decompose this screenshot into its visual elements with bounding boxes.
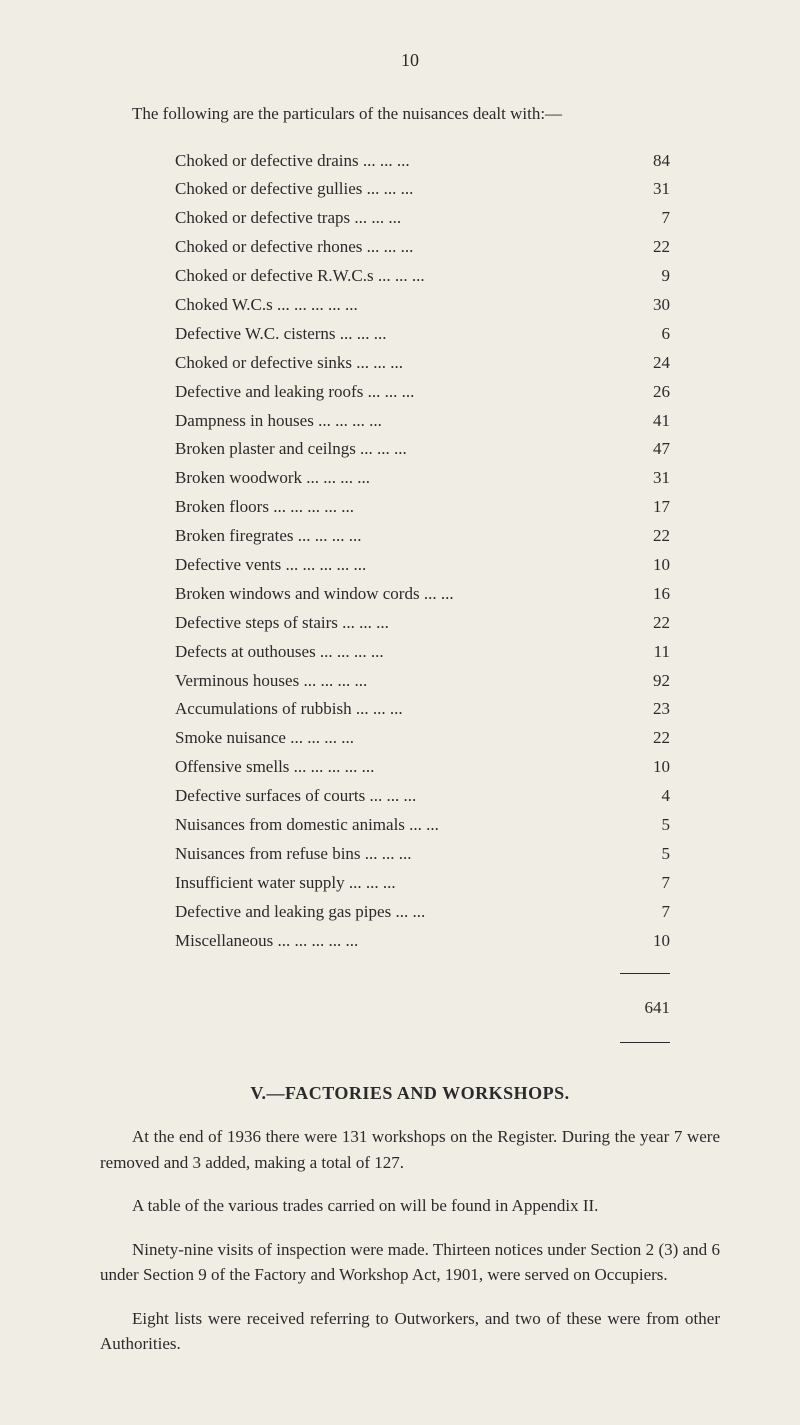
- item-value: 10: [620, 753, 670, 782]
- list-item: Choked or defective gullies ... ... ...3…: [100, 175, 720, 204]
- list-item: Choked or defective sinks ... ... ...24: [100, 349, 720, 378]
- item-label: Smoke nuisance ... ... ... ...: [175, 724, 620, 753]
- item-label: Verminous houses ... ... ... ...: [175, 667, 620, 696]
- item-label: Broken windows and window cords ... ...: [175, 580, 620, 609]
- list-item: Insufficient water supply ... ... ...7: [100, 869, 720, 898]
- nuisance-list: Choked or defective drains ... ... ...84…: [100, 147, 720, 956]
- list-item: Defective vents ... ... ... ... ...10: [100, 551, 720, 580]
- item-value: 23: [620, 695, 670, 724]
- item-value: 30: [620, 291, 670, 320]
- item-label: Defective and leaking gas pipes ... ...: [175, 898, 620, 927]
- item-value: 16: [620, 580, 670, 609]
- item-label: Broken plaster and ceilngs ... ... ...: [175, 435, 620, 464]
- list-item: Defects at outhouses ... ... ... ...11: [100, 638, 720, 667]
- item-value: 10: [620, 551, 670, 580]
- list-item: Defective and leaking roofs ... ... ...2…: [100, 378, 720, 407]
- item-label: Insufficient water supply ... ... ...: [175, 869, 620, 898]
- item-value: 47: [620, 435, 670, 464]
- list-item: Nuisances from refuse bins ... ... ...5: [100, 840, 720, 869]
- list-item: Smoke nuisance ... ... ... ...22: [100, 724, 720, 753]
- item-value: 5: [620, 811, 670, 840]
- list-item: Defective and leaking gas pipes ... ...7: [100, 898, 720, 927]
- item-label: Choked or defective drains ... ... ...: [175, 147, 620, 176]
- item-label: Choked or defective gullies ... ... ...: [175, 175, 620, 204]
- list-item: Miscellaneous ... ... ... ... ...10: [100, 927, 720, 956]
- paragraph-4: Eight lists were received referring to O…: [100, 1306, 720, 1357]
- total-value: 641: [620, 992, 670, 1024]
- item-label: Miscellaneous ... ... ... ... ...: [175, 927, 620, 956]
- item-label: Choked or defective rhones ... ... ...: [175, 233, 620, 262]
- list-item: Defective surfaces of courts ... ... ...…: [100, 782, 720, 811]
- item-value: 7: [620, 204, 670, 233]
- document-page: 10 The following are the particulars of …: [0, 0, 800, 1425]
- paragraph-3: Ninety-nine visits of inspection were ma…: [100, 1237, 720, 1288]
- list-item: Dampness in houses ... ... ... ...41: [100, 407, 720, 436]
- list-item: Choked W.C.s ... ... ... ... ...30: [100, 291, 720, 320]
- item-label: Choked or defective sinks ... ... ...: [175, 349, 620, 378]
- total-separator-bottom: [100, 1042, 720, 1043]
- item-label: Defective surfaces of courts ... ... ...: [175, 782, 620, 811]
- item-label: Choked W.C.s ... ... ... ... ...: [175, 291, 620, 320]
- item-label: Broken woodwork ... ... ... ...: [175, 464, 620, 493]
- item-label: Broken floors ... ... ... ... ...: [175, 493, 620, 522]
- item-value: 9: [620, 262, 670, 291]
- total-separator-top: [100, 973, 720, 974]
- list-item: Accumulations of rubbish ... ... ...23: [100, 695, 720, 724]
- item-label: Choked or defective traps ... ... ...: [175, 204, 620, 233]
- item-label: Defective and leaking roofs ... ... ...: [175, 378, 620, 407]
- item-label: Offensive smells ... ... ... ... ...: [175, 753, 620, 782]
- list-item: Broken firegrates ... ... ... ...22: [100, 522, 720, 551]
- list-item: Broken plaster and ceilngs ... ... ...47: [100, 435, 720, 464]
- list-item: Choked or defective R.W.C.s ... ... ...9: [100, 262, 720, 291]
- total-row: 641: [100, 992, 720, 1024]
- item-label: Nuisances from domestic animals ... ...: [175, 811, 620, 840]
- item-label: Dampness in houses ... ... ... ...: [175, 407, 620, 436]
- item-value: 7: [620, 898, 670, 927]
- item-value: 84: [620, 147, 670, 176]
- intro-paragraph: The following are the particulars of the…: [100, 101, 720, 127]
- item-label: Defective vents ... ... ... ... ...: [175, 551, 620, 580]
- item-value: 22: [620, 522, 670, 551]
- item-value: 7: [620, 869, 670, 898]
- section-heading: V.—FACTORIES AND WORKSHOPS.: [100, 1083, 720, 1104]
- list-item: Verminous houses ... ... ... ...92: [100, 667, 720, 696]
- item-label: Broken firegrates ... ... ... ...: [175, 522, 620, 551]
- item-value: 4: [620, 782, 670, 811]
- item-value: 17: [620, 493, 670, 522]
- item-value: 5: [620, 840, 670, 869]
- item-label: Accumulations of rubbish ... ... ...: [175, 695, 620, 724]
- item-label: Choked or defective R.W.C.s ... ... ...: [175, 262, 620, 291]
- item-value: 24: [620, 349, 670, 378]
- list-item: Choked or defective drains ... ... ...84: [100, 147, 720, 176]
- item-label: Defects at outhouses ... ... ... ...: [175, 638, 620, 667]
- list-item: Broken floors ... ... ... ... ...17: [100, 493, 720, 522]
- item-value: 22: [620, 233, 670, 262]
- page-number: 10: [100, 50, 720, 71]
- paragraph-1: At the end of 1936 there were 131 worksh…: [100, 1124, 720, 1175]
- list-item: Nuisances from domestic animals ... ...5: [100, 811, 720, 840]
- paragraph-2: A table of the various trades carried on…: [100, 1193, 720, 1219]
- item-label: Defective W.C. cisterns ... ... ...: [175, 320, 620, 349]
- item-value: 22: [620, 724, 670, 753]
- list-item: Defective steps of stairs ... ... ...22: [100, 609, 720, 638]
- item-value: 92: [620, 667, 670, 696]
- list-item: Choked or defective traps ... ... ...7: [100, 204, 720, 233]
- item-value: 10: [620, 927, 670, 956]
- item-value: 41: [620, 407, 670, 436]
- list-item: Broken windows and window cords ... ...1…: [100, 580, 720, 609]
- item-value: 26: [620, 378, 670, 407]
- item-value: 31: [620, 175, 670, 204]
- list-item: Offensive smells ... ... ... ... ...10: [100, 753, 720, 782]
- item-label: Nuisances from refuse bins ... ... ...: [175, 840, 620, 869]
- item-value: 22: [620, 609, 670, 638]
- item-label: Defective steps of stairs ... ... ...: [175, 609, 620, 638]
- list-item: Broken woodwork ... ... ... ...31: [100, 464, 720, 493]
- item-value: 11: [620, 638, 670, 667]
- list-item: Choked or defective rhones ... ... ...22: [100, 233, 720, 262]
- item-value: 31: [620, 464, 670, 493]
- item-value: 6: [620, 320, 670, 349]
- list-item: Defective W.C. cisterns ... ... ...6: [100, 320, 720, 349]
